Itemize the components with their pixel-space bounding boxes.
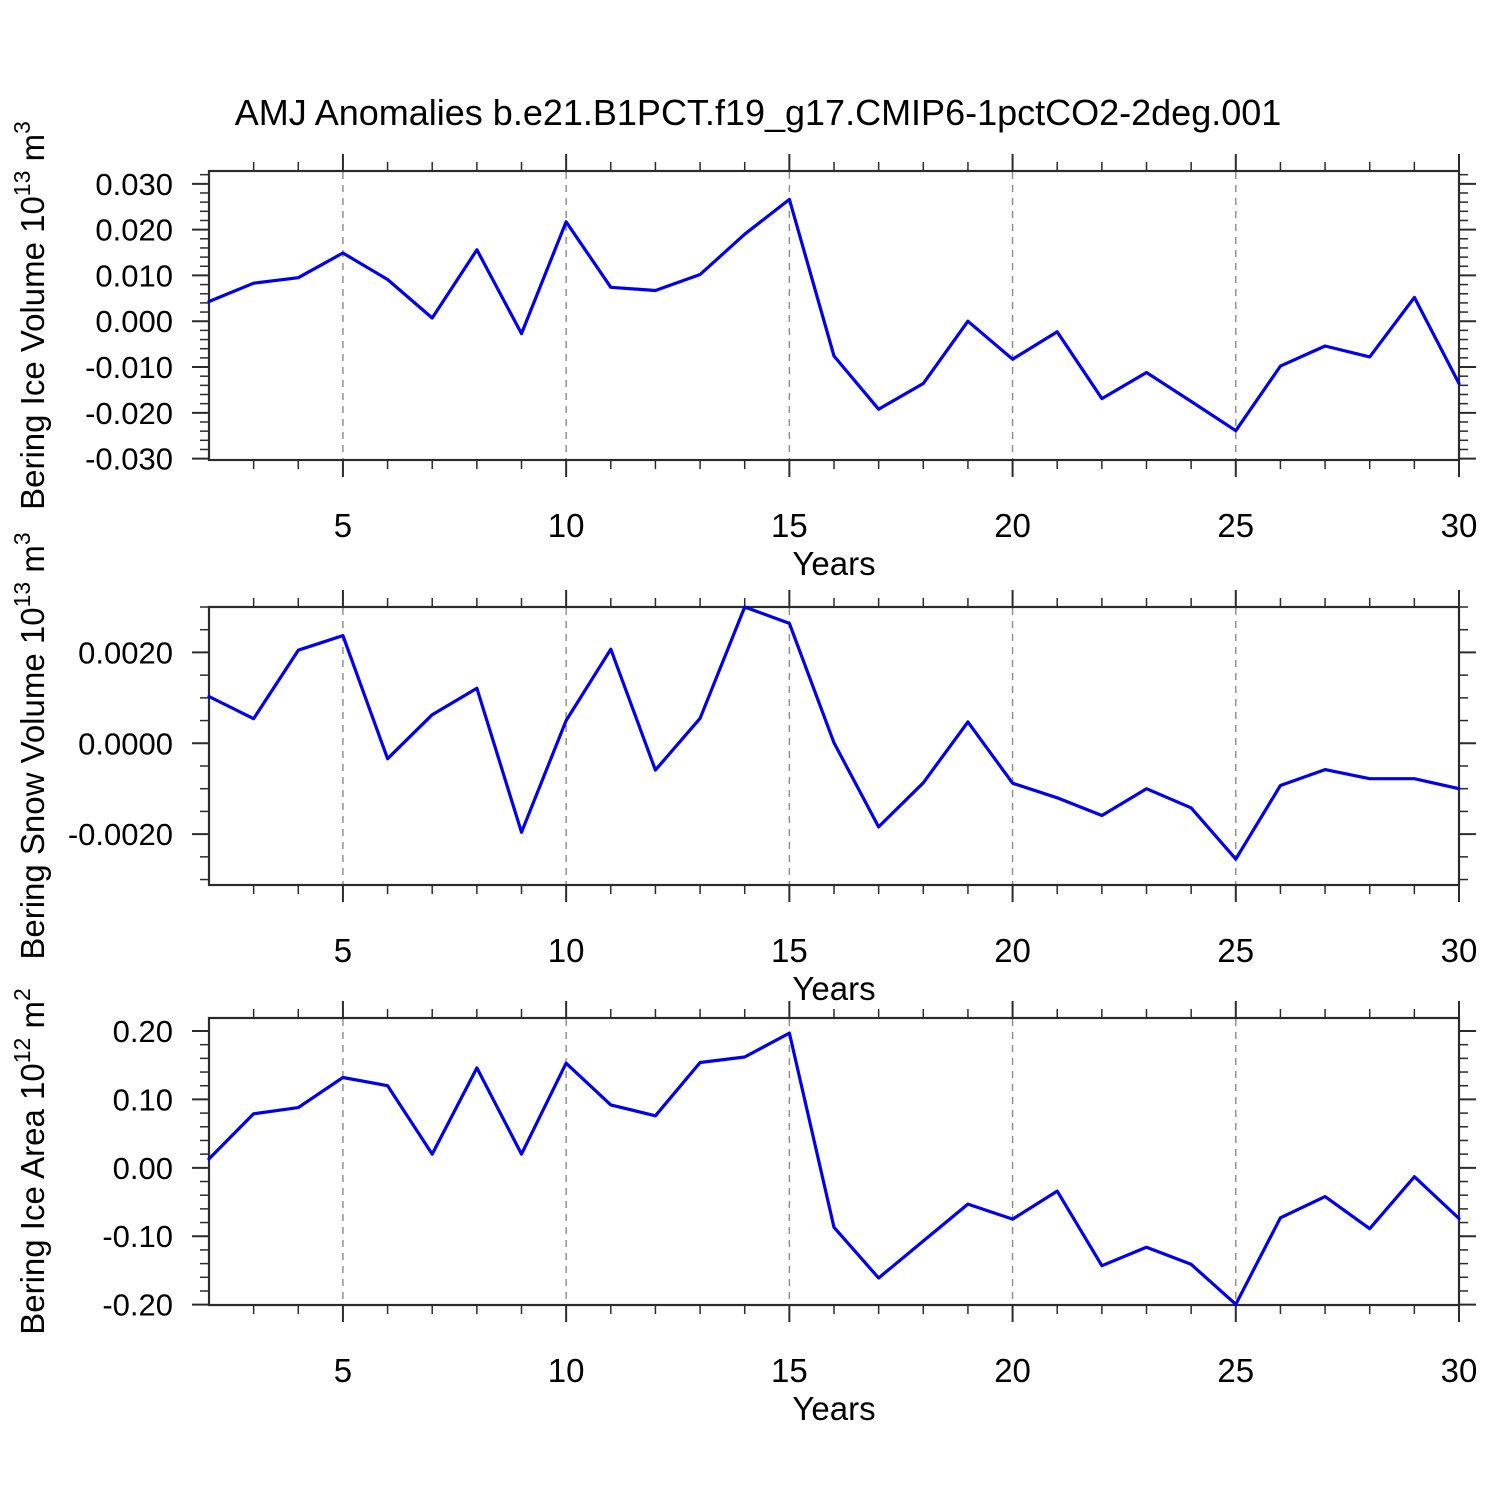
- x-tick-label: 10: [548, 1352, 585, 1389]
- x-tick-label: 20: [994, 1352, 1031, 1389]
- series-line-ice-volume: [207, 197, 1461, 433]
- x-axis-title-ice-volume: Years: [792, 545, 875, 582]
- x-tick-label: 15: [771, 1352, 808, 1389]
- x-tick-label: 30: [1441, 932, 1478, 969]
- y-tick-label: 0.030: [95, 167, 173, 202]
- y-axis-title-ice-area: Bering Ice Area 1012 m2: [9, 988, 51, 1335]
- y-tick-label: 0.010: [95, 258, 173, 293]
- y-tick-label: 0.020: [95, 213, 173, 248]
- x-axis-title-ice-area: Years: [792, 1390, 875, 1427]
- x-tick-label: 30: [1441, 1352, 1478, 1389]
- y-tick-label: -0.020: [85, 396, 173, 431]
- plot-frame-ice-volume: [207, 169, 1461, 462]
- series-line-ice-area: [207, 1031, 1461, 1306]
- y-tick-label: 0.0020: [78, 635, 173, 670]
- chart-title: AMJ Anomalies b.e21.B1PCT.f19_g17.CMIP6-…: [234, 92, 1282, 133]
- x-tick-label: 30: [1441, 507, 1478, 544]
- x-tick-label: 20: [994, 507, 1031, 544]
- x-tick-label: 5: [334, 507, 352, 544]
- y-tick-label: 0.10: [113, 1082, 173, 1117]
- x-tick-label: 5: [334, 932, 352, 969]
- y-tick-label: 0.20: [113, 1014, 173, 1049]
- x-tick-label: 25: [1217, 932, 1254, 969]
- panel-snow-volume: 5 10 15 20 25 30 0.0020 0.0000 -0.0020 Years Berin…: [9, 532, 1477, 1007]
- y-axis-title-snow-volume: Bering Snow Volume 1013 m3: [9, 532, 51, 959]
- x-tick-label: 10: [548, 507, 585, 544]
- y-tick-label: -0.20: [102, 1288, 173, 1323]
- y-tick-label: 0.000: [95, 304, 173, 339]
- panel-ice-volume: 5 10 15 20 25 30 0.030 0.020 0.010 0.000 -0.010 -0.…: [9, 121, 1477, 582]
- y-tick-label: 0.0000: [78, 726, 173, 761]
- series-line-snow-volume: [207, 605, 1461, 861]
- x-tick-label: 15: [771, 932, 808, 969]
- y-tick-label: -0.0020: [68, 817, 173, 852]
- y-tick-label: -0.010: [85, 350, 173, 385]
- x-tick-label: 5: [334, 1352, 352, 1389]
- x-tick-label: 25: [1217, 1352, 1254, 1389]
- y-axis-title-ice-volume: Bering Ice Volume 1013 m3: [9, 121, 51, 510]
- plot-frame-ice-area: [207, 1016, 1461, 1307]
- panel-ice-area: 5 10 15 20 25 30 0.20 0.10 0.00 -0.10 -0.20 Years Be…: [9, 988, 1477, 1427]
- x-tick-label: 20: [994, 932, 1031, 969]
- y-tick-label: -0.030: [85, 442, 173, 477]
- x-axis-title-snow-volume: Years: [792, 970, 875, 1007]
- x-tick-label: 10: [548, 932, 585, 969]
- x-tick-label: 25: [1217, 507, 1254, 544]
- y-tick-label: 0.00: [113, 1151, 173, 1186]
- y-tick-label: -0.10: [102, 1219, 173, 1254]
- x-tick-label: 15: [771, 507, 808, 544]
